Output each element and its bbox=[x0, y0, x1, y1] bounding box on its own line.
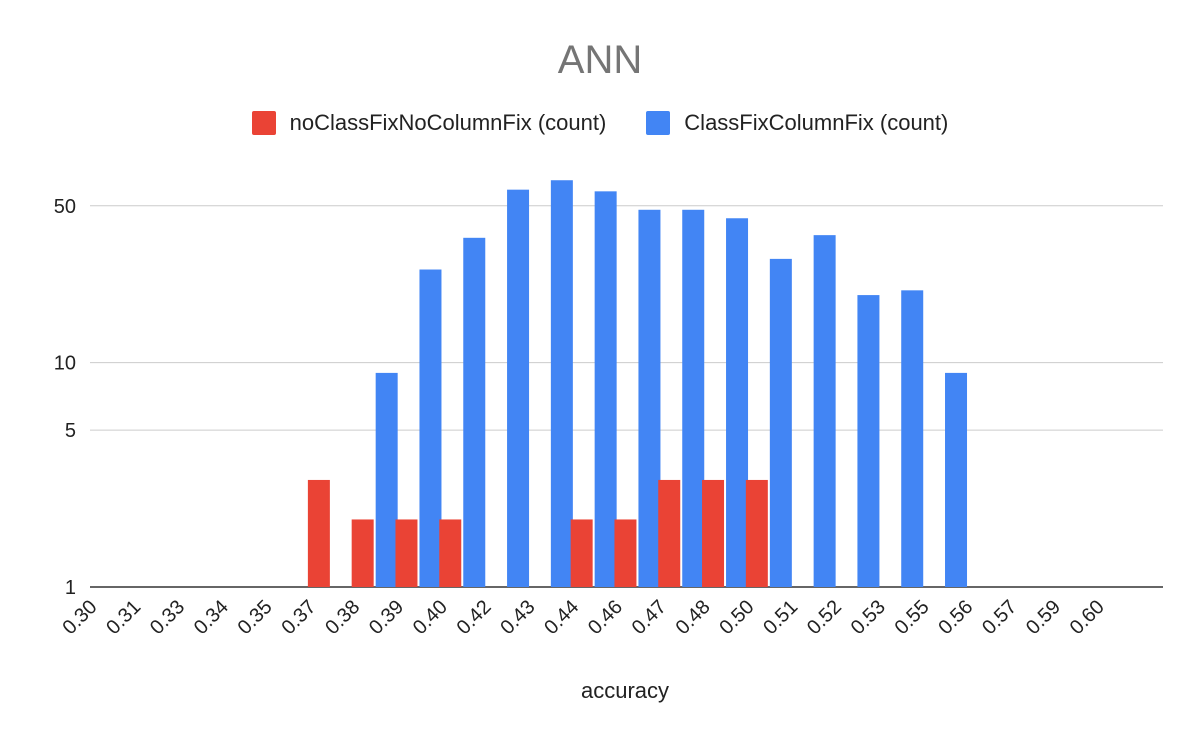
legend: noClassFixNoColumnFix (count) ClassFixCo… bbox=[0, 110, 1200, 136]
bar-red bbox=[439, 519, 462, 587]
x-tick-label: 0.40 bbox=[409, 596, 452, 639]
y-tick-label: 5 bbox=[65, 420, 76, 442]
x-tick-label: 0.50 bbox=[715, 596, 758, 639]
bar-blue bbox=[682, 209, 705, 587]
x-tick-label: 0.42 bbox=[453, 596, 496, 639]
x-tick-label: 0.51 bbox=[759, 596, 802, 639]
x-tick-label: 0.38 bbox=[321, 596, 364, 639]
x-tick-label: 0.33 bbox=[146, 596, 189, 639]
legend-label: noClassFixNoColumnFix (count) bbox=[289, 110, 607, 135]
x-tick-label: 0.39 bbox=[365, 596, 408, 639]
bar-blue bbox=[638, 209, 661, 587]
bar-blue bbox=[769, 258, 792, 587]
x-tick-label: 0.43 bbox=[496, 596, 539, 639]
x-tick-label: 0.57 bbox=[978, 596, 1021, 639]
legend-label: ClassFixColumnFix (count) bbox=[684, 110, 949, 135]
x-tick-label: 0.60 bbox=[1066, 596, 1109, 639]
bar-blue bbox=[813, 235, 836, 587]
x-tick-label: 0.30 bbox=[58, 596, 101, 639]
legend-item-series-1[interactable]: ClassFixColumnFix (count) bbox=[646, 110, 948, 136]
x-tick-label: 0.59 bbox=[1022, 596, 1065, 639]
bar-red bbox=[307, 479, 330, 587]
bar-red bbox=[395, 519, 418, 587]
x-axis-title: accuracy bbox=[581, 678, 669, 703]
x-tick-label: 0.56 bbox=[934, 596, 977, 639]
x-tick-label: 0.46 bbox=[584, 596, 627, 639]
bar-blue bbox=[901, 290, 924, 587]
bar-blue bbox=[550, 180, 573, 588]
bar-red bbox=[570, 519, 593, 587]
y-tick-label: 1 bbox=[65, 577, 76, 599]
x-tick-label: 0.48 bbox=[672, 596, 715, 639]
y-tick-label: 10 bbox=[54, 353, 76, 375]
bar-blue bbox=[463, 237, 486, 587]
bar-red bbox=[702, 479, 725, 587]
y-tick-label: 50 bbox=[54, 196, 76, 218]
bar-blue bbox=[857, 295, 880, 587]
x-tick-label: 0.47 bbox=[628, 596, 671, 639]
bar-blue bbox=[594, 191, 617, 587]
x-tick-label: 0.53 bbox=[847, 596, 890, 639]
x-tick-label: 0.35 bbox=[234, 596, 277, 639]
x-tick-label: 0.52 bbox=[803, 596, 846, 639]
x-tick-label: 0.55 bbox=[891, 596, 934, 639]
bar-blue bbox=[726, 218, 749, 588]
legend-swatch-blue bbox=[646, 111, 671, 135]
bar-blue bbox=[419, 269, 442, 587]
bar-red bbox=[658, 479, 681, 587]
legend-item-series-0[interactable]: noClassFixNoColumnFix (count) bbox=[251, 110, 607, 136]
bar-blue bbox=[375, 372, 398, 587]
legend-swatch-red bbox=[251, 111, 276, 135]
x-tick-label: 0.31 bbox=[102, 596, 145, 639]
bar-red bbox=[351, 519, 374, 587]
x-tick-label: 0.44 bbox=[540, 596, 583, 639]
chart-title: ANN bbox=[557, 38, 643, 82]
bar-red bbox=[614, 519, 637, 587]
bar-blue bbox=[945, 372, 968, 587]
x-tick-label: 0.37 bbox=[277, 596, 320, 639]
bar-red bbox=[745, 479, 768, 587]
bar-blue bbox=[507, 189, 530, 588]
x-tick-label: 0.34 bbox=[190, 596, 233, 639]
